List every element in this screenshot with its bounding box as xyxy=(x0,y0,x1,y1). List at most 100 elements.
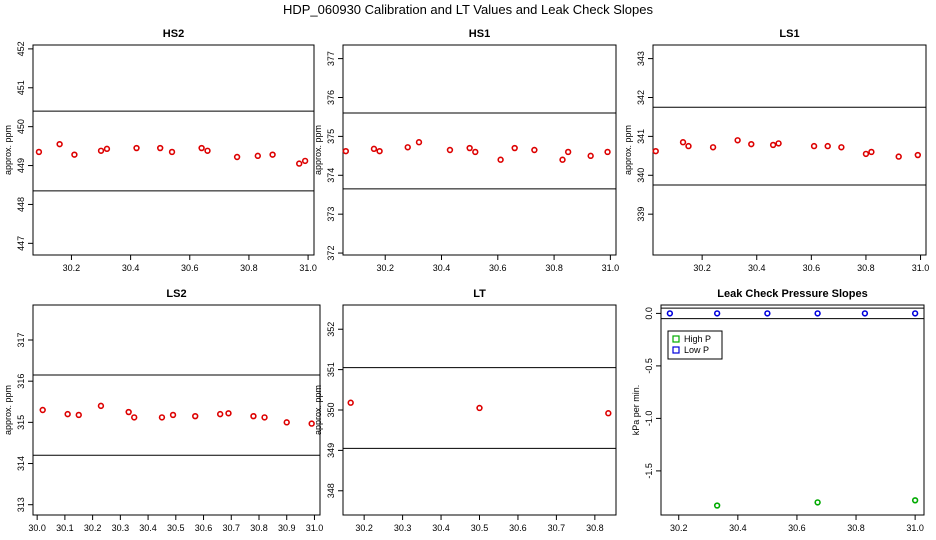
hs1-ylabel: approx. ppm xyxy=(313,125,323,175)
figure-title: HDP_060930 Calibration and LT Values and… xyxy=(283,2,654,17)
hs1-point xyxy=(342,147,350,155)
hs2-panel: HS2 approx. ppm 30.2 30.4 30.6 30.8 31.0 447 448… xyxy=(3,28,317,273)
ls1-xtick-label: 31.0 xyxy=(912,263,930,273)
ls2-ytick-label: 316 xyxy=(16,374,26,389)
hs2-xtick-label: 30.4 xyxy=(122,263,140,273)
hs1-plot-frame xyxy=(342,44,617,256)
ls1-ytick-label: 342 xyxy=(636,90,646,105)
ls2-point xyxy=(169,411,177,419)
ls2-ylabel: approx. ppm xyxy=(3,385,13,435)
hs1-point xyxy=(511,144,518,152)
hs1-point xyxy=(497,156,504,163)
ls2-xtick-label: 30.0 xyxy=(28,523,46,533)
ls2-plot-frame xyxy=(32,304,321,516)
ls2-point xyxy=(216,410,224,418)
hs1-point xyxy=(370,145,378,153)
hs1-panel: HS1 approx. ppm 30.2 30.4 30.6 30.8 31.0 372 373… xyxy=(313,28,619,273)
hs2-point xyxy=(156,144,164,152)
leak-check-ytick-label: -0.5 xyxy=(644,358,654,374)
hs2-ytick-label: 450 xyxy=(16,119,26,134)
ls1-plot-frame xyxy=(652,44,927,256)
leak-check-point-low-p xyxy=(814,310,821,317)
ls1-point xyxy=(824,142,831,150)
ls2-title: LS2 xyxy=(166,288,186,300)
ls2-xtick-label: 30.5 xyxy=(167,523,185,533)
ls1-point xyxy=(914,151,922,159)
lt-xtick-label: 30.5 xyxy=(471,523,489,533)
leak-check-point-low-p xyxy=(911,310,919,317)
lt-ytick-label: 351 xyxy=(326,362,336,377)
lt-ytick-label: 348 xyxy=(326,483,336,498)
leak-check-point-low-p xyxy=(713,310,721,317)
leak-check-point-low-p xyxy=(764,310,771,317)
ls1-point xyxy=(734,137,741,144)
lt-ytick-label: 352 xyxy=(326,322,336,337)
ls2-xtick-label: 30.6 xyxy=(195,523,213,533)
ls2-point xyxy=(39,406,46,414)
lt-point xyxy=(476,404,483,412)
ls1-point xyxy=(810,142,818,150)
hs2-ytick-label: 452 xyxy=(16,41,26,56)
leak-check-ytick-label: -1.0 xyxy=(644,411,654,427)
hs2-point xyxy=(301,157,309,165)
lt-title: LT xyxy=(473,288,486,300)
ls2-ytick-label: 315 xyxy=(16,415,26,430)
ls2-xtick-label: 30.9 xyxy=(278,523,296,533)
hs1-point xyxy=(466,144,473,152)
hs1-ytick-label: 373 xyxy=(326,207,336,222)
hs2-point xyxy=(71,151,78,158)
ls1-point xyxy=(895,153,902,160)
ls1-point xyxy=(838,144,845,151)
leak-check-panel: Leak Check Pressure Slopes kPa per min. 30… xyxy=(631,288,925,533)
lt-point xyxy=(605,410,612,417)
ls2-xtick-label: 30.8 xyxy=(250,523,268,533)
leak-check-legend-label: Low P xyxy=(684,345,709,355)
ls1-point xyxy=(709,144,717,151)
ls2-xtick-label: 30.1 xyxy=(56,523,74,533)
ls2-point xyxy=(75,411,82,419)
leak-check-xtick-label: 30.8 xyxy=(847,523,865,533)
ls1-xtick-label: 30.2 xyxy=(693,263,711,273)
ls1-ytick-label: 339 xyxy=(636,207,646,222)
ls1-point xyxy=(775,140,782,147)
ls2-point xyxy=(250,412,257,420)
ls2-point xyxy=(125,408,132,416)
hs2-point xyxy=(103,145,111,153)
hs1-point xyxy=(564,148,572,156)
ls1-point xyxy=(679,139,687,146)
ls2-point xyxy=(192,412,199,420)
lt-xtick-label: 30.4 xyxy=(432,523,450,533)
hs2-xtick-label: 30.2 xyxy=(63,263,81,273)
ls2-point xyxy=(225,410,232,417)
hs1-point xyxy=(559,156,566,163)
hs2-title: HS2 xyxy=(163,28,184,40)
ls2-point xyxy=(97,402,105,410)
ls1-point xyxy=(862,150,870,158)
hs1-xtick-label: 30.6 xyxy=(489,263,507,273)
ls2-ytick-label: 317 xyxy=(16,332,26,347)
leak-check-point-high-p xyxy=(814,499,821,506)
ls1-ytick-label: 340 xyxy=(636,168,646,183)
ls2-xtick-label: 30.4 xyxy=(139,523,157,533)
hs1-xtick-label: 30.4 xyxy=(433,263,451,273)
leak-check-title: Leak Check Pressure Slopes xyxy=(717,288,867,300)
ls1-point xyxy=(685,142,692,150)
ls2-point xyxy=(158,414,166,421)
hs1-point xyxy=(472,148,479,156)
ls2-xtick-label: 30.2 xyxy=(84,523,102,533)
lt-ylabel: approx. ppm xyxy=(313,385,323,435)
hs1-ytick-label: 372 xyxy=(326,246,336,261)
leak-check-point-low-p xyxy=(861,310,869,317)
hs2-plot-frame xyxy=(32,44,315,256)
ls2-xtick-label: 31.0 xyxy=(306,523,324,533)
leak-check-xtick-label: 31.0 xyxy=(906,523,924,533)
hs2-point xyxy=(35,148,43,156)
hs1-title: HS1 xyxy=(469,28,490,40)
hs2-point xyxy=(56,140,63,148)
hs1-ytick-label: 374 xyxy=(326,168,336,183)
hs1-point xyxy=(587,152,594,160)
leak-check-xtick-label: 30.4 xyxy=(729,523,747,533)
hs2-point xyxy=(269,151,276,158)
